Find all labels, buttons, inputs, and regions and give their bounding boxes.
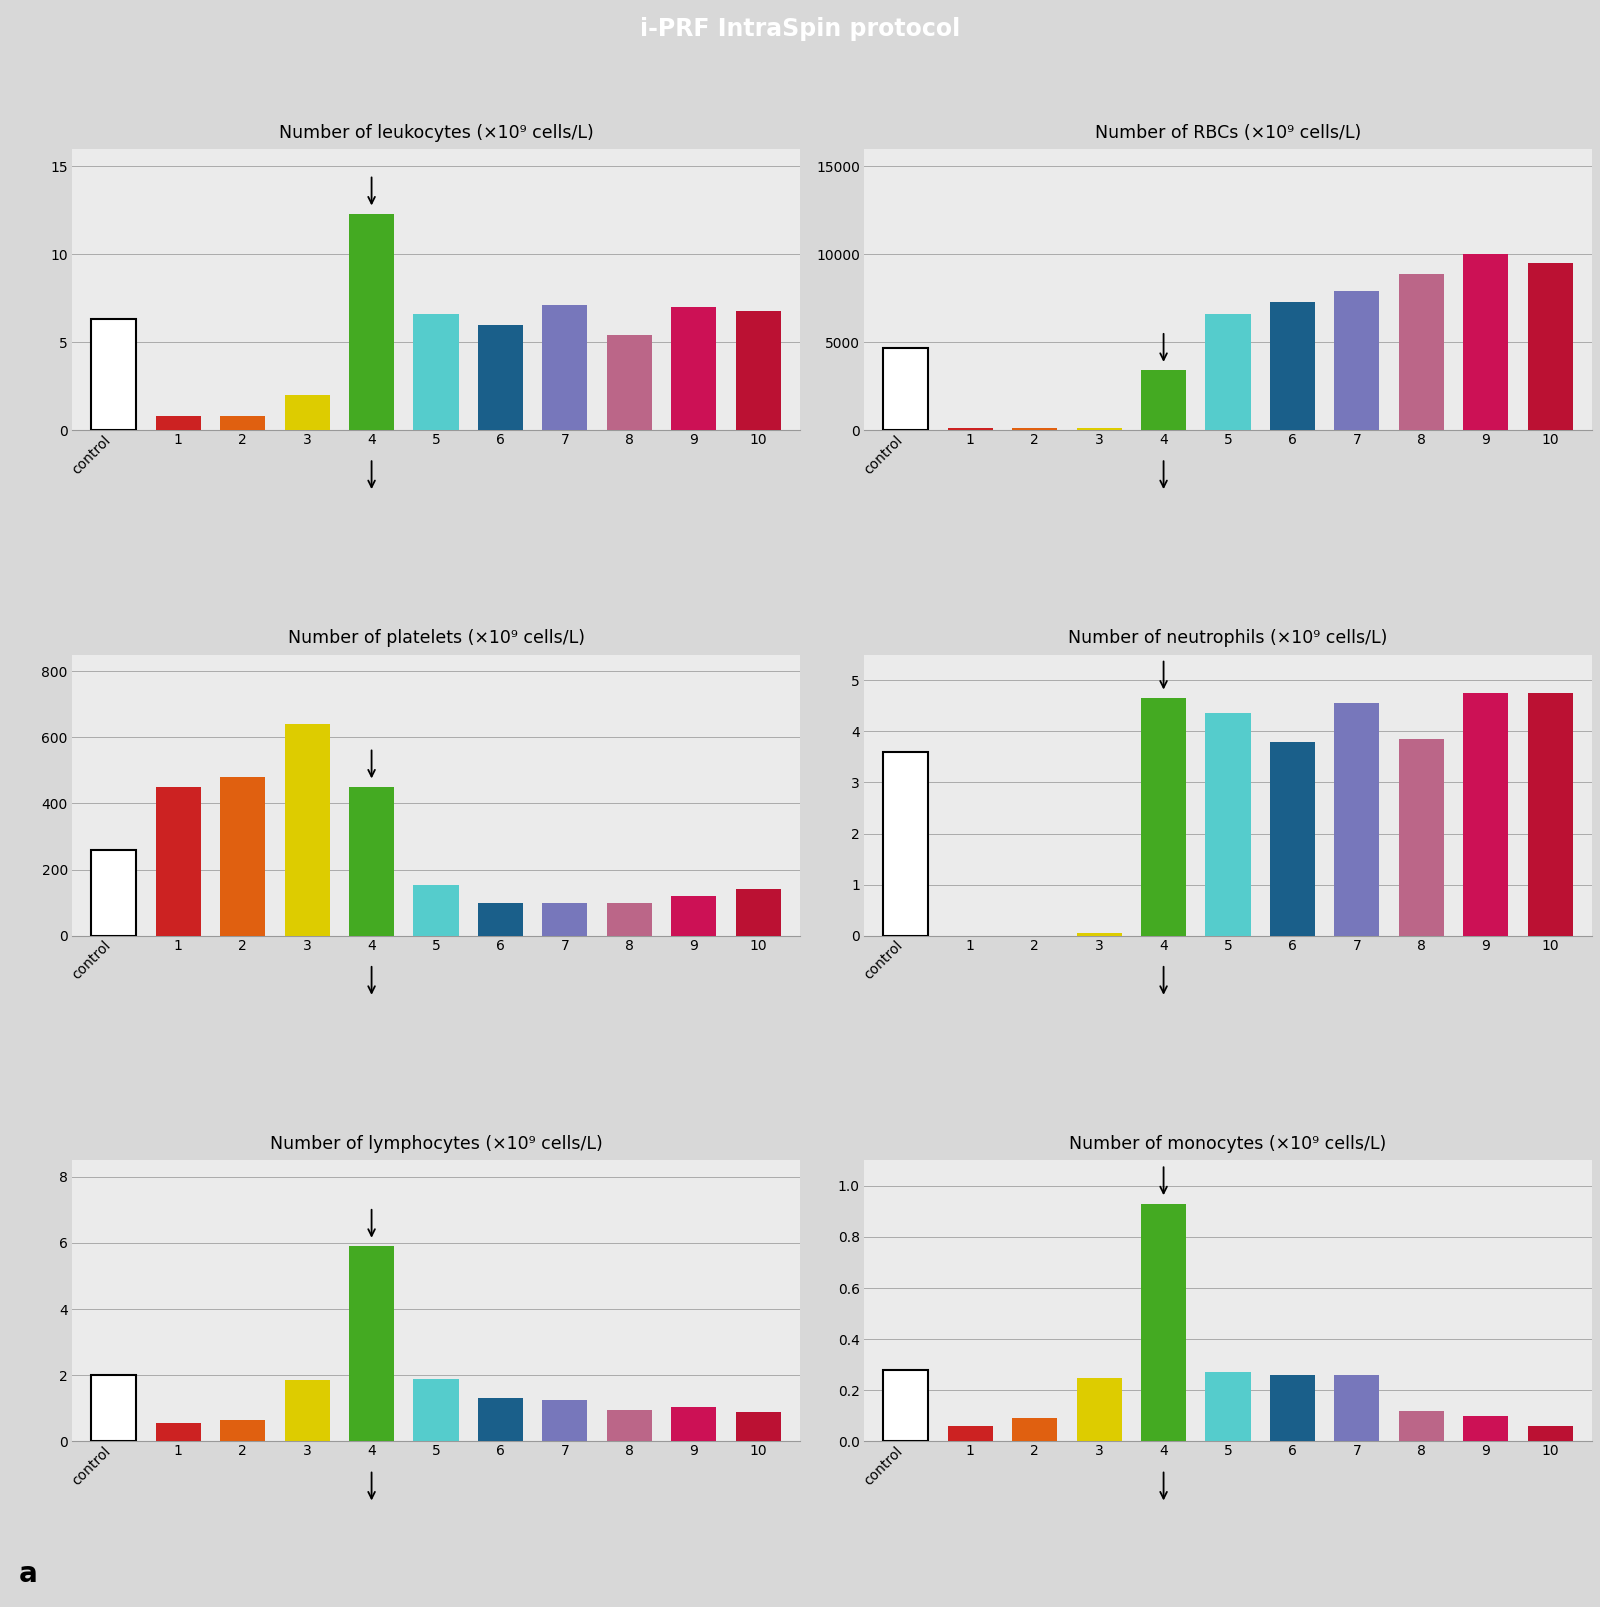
Title: Number of platelets (×10⁹ cells/L): Number of platelets (×10⁹ cells/L) (288, 630, 584, 648)
Title: Number of leukocytes (×10⁹ cells/L): Number of leukocytes (×10⁹ cells/L) (278, 124, 594, 141)
Bar (1205, 313, 1251, 431)
Bar (883, 752, 928, 935)
Bar (1077, 427, 1122, 431)
Bar (413, 884, 459, 935)
Bar (285, 395, 330, 431)
Bar (349, 1247, 394, 1441)
Bar (670, 1406, 717, 1441)
Bar (606, 336, 651, 431)
Bar (285, 1380, 330, 1441)
Title: Number of RBCs (×10⁹ cells/L): Number of RBCs (×10⁹ cells/L) (1094, 124, 1362, 141)
Bar (542, 1400, 587, 1441)
Bar (1141, 697, 1186, 935)
Bar (221, 778, 266, 935)
Bar (1462, 693, 1509, 935)
Bar (1528, 693, 1573, 935)
Bar (1205, 1372, 1251, 1441)
Bar (349, 214, 394, 431)
Bar (1013, 427, 1058, 431)
Bar (542, 305, 587, 431)
Bar (670, 897, 717, 935)
Bar (1077, 1377, 1122, 1441)
Bar (155, 416, 202, 431)
Bar (221, 416, 266, 431)
Bar (221, 1421, 266, 1441)
Bar (1141, 1204, 1186, 1441)
Bar (285, 725, 330, 935)
Bar (1462, 1416, 1509, 1441)
Bar (91, 850, 136, 935)
Bar (1462, 254, 1509, 431)
Bar (478, 903, 523, 935)
Bar (606, 903, 651, 935)
Bar (947, 427, 994, 431)
Bar (91, 320, 136, 431)
Bar (1270, 1376, 1315, 1441)
Bar (947, 1425, 994, 1441)
Bar (736, 1411, 781, 1441)
Bar (1077, 934, 1122, 935)
Bar (1013, 1419, 1058, 1441)
Bar (478, 325, 523, 431)
Bar (1334, 291, 1379, 431)
Bar (1141, 370, 1186, 431)
Bar (883, 1369, 928, 1441)
Bar (1334, 704, 1379, 935)
Bar (155, 1424, 202, 1441)
Bar (1528, 264, 1573, 431)
Bar (91, 1376, 136, 1441)
Text: a: a (19, 1560, 38, 1588)
Bar (1398, 1411, 1443, 1441)
Bar (1398, 739, 1443, 935)
Title: Number of lymphocytes (×10⁹ cells/L): Number of lymphocytes (×10⁹ cells/L) (270, 1135, 602, 1154)
Bar (478, 1398, 523, 1441)
Bar (1528, 1425, 1573, 1441)
Title: Number of monocytes (×10⁹ cells/L): Number of monocytes (×10⁹ cells/L) (1069, 1135, 1387, 1154)
Bar (155, 787, 202, 935)
Bar (349, 787, 394, 935)
Bar (883, 347, 928, 431)
Bar (736, 310, 781, 431)
Bar (542, 903, 587, 935)
Bar (1270, 741, 1315, 935)
Bar (1205, 714, 1251, 935)
Bar (670, 307, 717, 431)
Bar (413, 313, 459, 431)
Bar (1398, 273, 1443, 431)
Bar (606, 1409, 651, 1441)
Title: Number of neutrophils (×10⁹ cells/L): Number of neutrophils (×10⁹ cells/L) (1069, 630, 1387, 648)
Bar (1334, 1376, 1379, 1441)
Bar (413, 1379, 459, 1441)
Bar (736, 890, 781, 935)
Text: i-PRF IntraSpin protocol: i-PRF IntraSpin protocol (640, 18, 960, 40)
Bar (1270, 302, 1315, 431)
